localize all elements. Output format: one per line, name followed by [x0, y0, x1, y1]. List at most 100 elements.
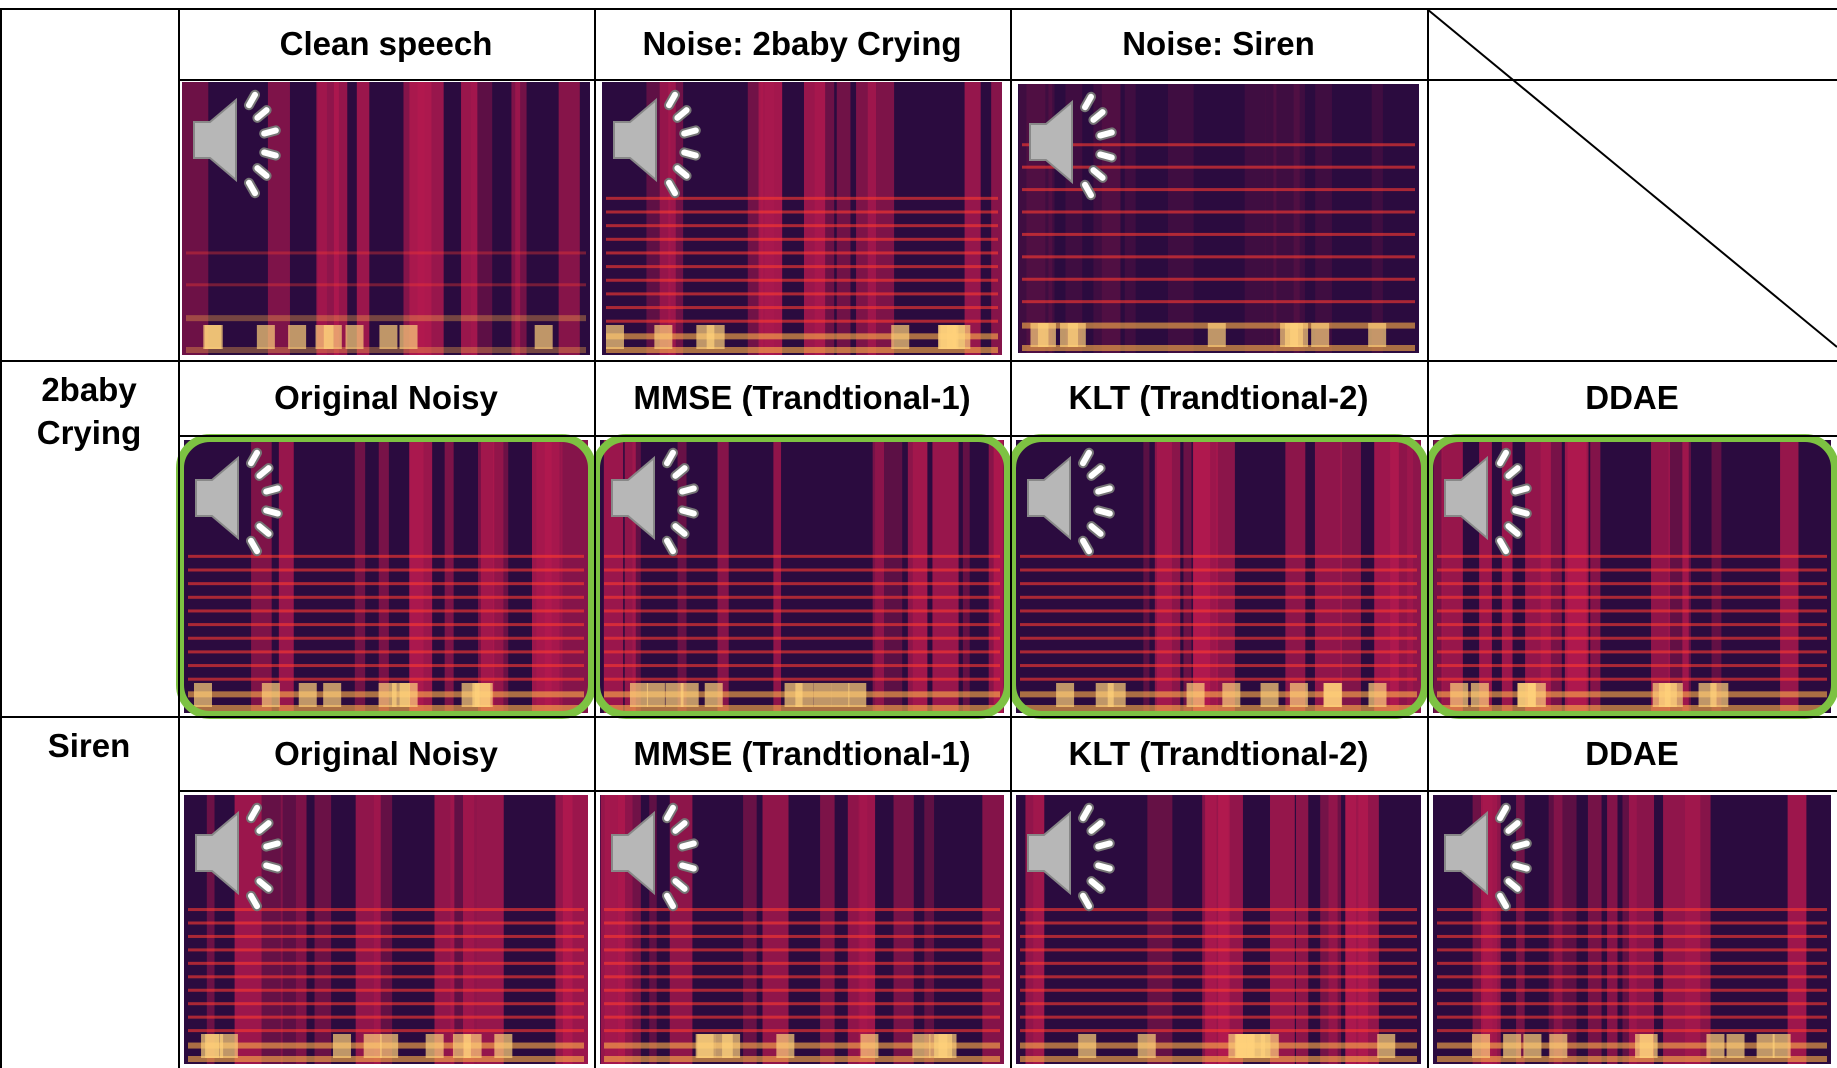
spectrogram-stripe [1590, 440, 1600, 713]
spectrogram-stripe [536, 440, 562, 713]
spectrogram-band [1020, 596, 1417, 599]
spectrogram-band [1437, 623, 1827, 626]
spectrogram-band [606, 292, 998, 295]
column-header: Original Noisy [178, 717, 594, 791]
spectrogram-band [604, 650, 1000, 653]
spectrogram-burst [1503, 1034, 1521, 1058]
spectrogram-stripe [1588, 795, 1602, 1064]
diagonal [1427, 9, 1837, 347]
spectrogram-burst [1653, 683, 1671, 707]
spectrogram-burst [776, 1034, 794, 1058]
spectrogram-stripe [994, 440, 1003, 713]
spectrogram-stripe [1549, 795, 1577, 1064]
spectrogram-bg [600, 795, 1004, 1064]
spectrogram-stripe [1788, 795, 1807, 1064]
spectrogram-stripe [856, 82, 876, 355]
spectrogram-burst [654, 325, 672, 349]
spectrogram-burst [299, 683, 317, 707]
spectrogram-burst [1324, 683, 1342, 707]
spectrogram-burst [1450, 683, 1468, 707]
spectrogram-band [1022, 143, 1415, 146]
spectrogram-stripe [718, 440, 729, 713]
spectrogram-burst [1030, 323, 1048, 347]
spectrogram-burst [1056, 683, 1074, 707]
spectrogram-stripe [1273, 84, 1299, 353]
spectrogram-burst [1138, 1034, 1156, 1058]
spectrogram-band [604, 975, 1000, 978]
spectrogram-burst [1368, 683, 1386, 707]
column-header: KLT (Trandtional-2) [1010, 717, 1427, 791]
spectrogram-stripe [1407, 440, 1421, 713]
spectrogram-band [1437, 962, 1827, 965]
spectrogram-band [1437, 975, 1827, 978]
spectrogram-band [1020, 637, 1417, 640]
spectrogram-band [604, 1016, 1000, 1019]
spectrogram-stripe [1315, 84, 1332, 353]
spectrogram-band [1437, 609, 1827, 612]
spectrogram [184, 795, 588, 1064]
spectrogram-stripe [1651, 440, 1670, 713]
spectrogram-band [604, 935, 1000, 938]
spectrogram-burst [380, 1034, 398, 1058]
spectrogram-band [188, 664, 584, 667]
spectrogram-band [188, 582, 584, 585]
spectrogram-band [1437, 935, 1827, 938]
spectrogram-burst [462, 683, 480, 707]
spectrogram-burst [1208, 323, 1226, 347]
spectrogram-band [606, 238, 998, 241]
spectrogram-band [1437, 678, 1827, 681]
spectrogram-stripe [1155, 440, 1180, 713]
spectrogram [184, 440, 588, 713]
spectrogram-burst [1549, 1034, 1567, 1058]
spectrogram-burst [831, 683, 849, 707]
spectrogram-stripe [1315, 440, 1342, 713]
spectrogram-band [188, 650, 584, 653]
spectrogram-stripe [1668, 440, 1691, 713]
spectrogram-band [604, 948, 1000, 951]
spectrogram-band [1020, 569, 1417, 572]
spectrogram-band [1022, 278, 1415, 281]
spectrogram-band [1437, 1016, 1827, 1019]
spectrogram-band [606, 197, 998, 200]
row-label: 2baby Crying [10, 369, 168, 509]
spectrogram-stripe [1168, 84, 1194, 353]
spectrogram-band [1437, 908, 1827, 911]
spectrogram-band [1020, 948, 1417, 951]
spectrogram-band [1437, 691, 1827, 697]
spectrogram-band [188, 948, 584, 951]
spectrogram-stripe [1296, 795, 1308, 1064]
spectrogram-band [604, 1029, 1000, 1032]
spectrogram [182, 82, 590, 355]
spectrogram-stripe [1143, 440, 1149, 713]
spectrogram-band [1020, 664, 1417, 667]
spectrogram-burst [1108, 683, 1126, 707]
spectrogram-stripe [334, 82, 347, 355]
spectrogram [1018, 84, 1419, 353]
spectrogram-stripe [409, 82, 431, 355]
spectrogram-burst [379, 325, 397, 349]
spectrogram-stripe [1193, 440, 1210, 713]
spectrogram-stripe [268, 82, 290, 355]
spectrogram-band [186, 283, 586, 286]
table-grid [0, 0, 1837, 1068]
column-header: Original Noisy [178, 361, 594, 436]
spectrogram-band [1437, 705, 1827, 711]
spectrogram-band [604, 582, 1000, 585]
spectrogram-stripe [296, 795, 306, 1064]
spectrogram-stripe [1372, 84, 1383, 353]
spectrogram-stripe [511, 82, 520, 355]
spectrogram-stripe [1345, 795, 1356, 1064]
spectrogram-burst [1706, 1034, 1724, 1058]
spectrogram-stripe [560, 440, 588, 713]
spectrogram-band [1437, 1029, 1827, 1032]
spectrogram-stripe [1183, 440, 1191, 713]
spectrogram [1016, 795, 1421, 1064]
spectrogram-stripe [261, 795, 283, 1064]
spectrogram [1433, 795, 1831, 1064]
column-header: MMSE (Trandtional-1) [594, 717, 1010, 791]
spectrogram-burst [785, 683, 803, 707]
spectrogram-band [604, 555, 1000, 558]
spectrogram-band [188, 555, 584, 558]
spectrogram-stripe [478, 795, 504, 1064]
spectrogram [600, 440, 1004, 713]
